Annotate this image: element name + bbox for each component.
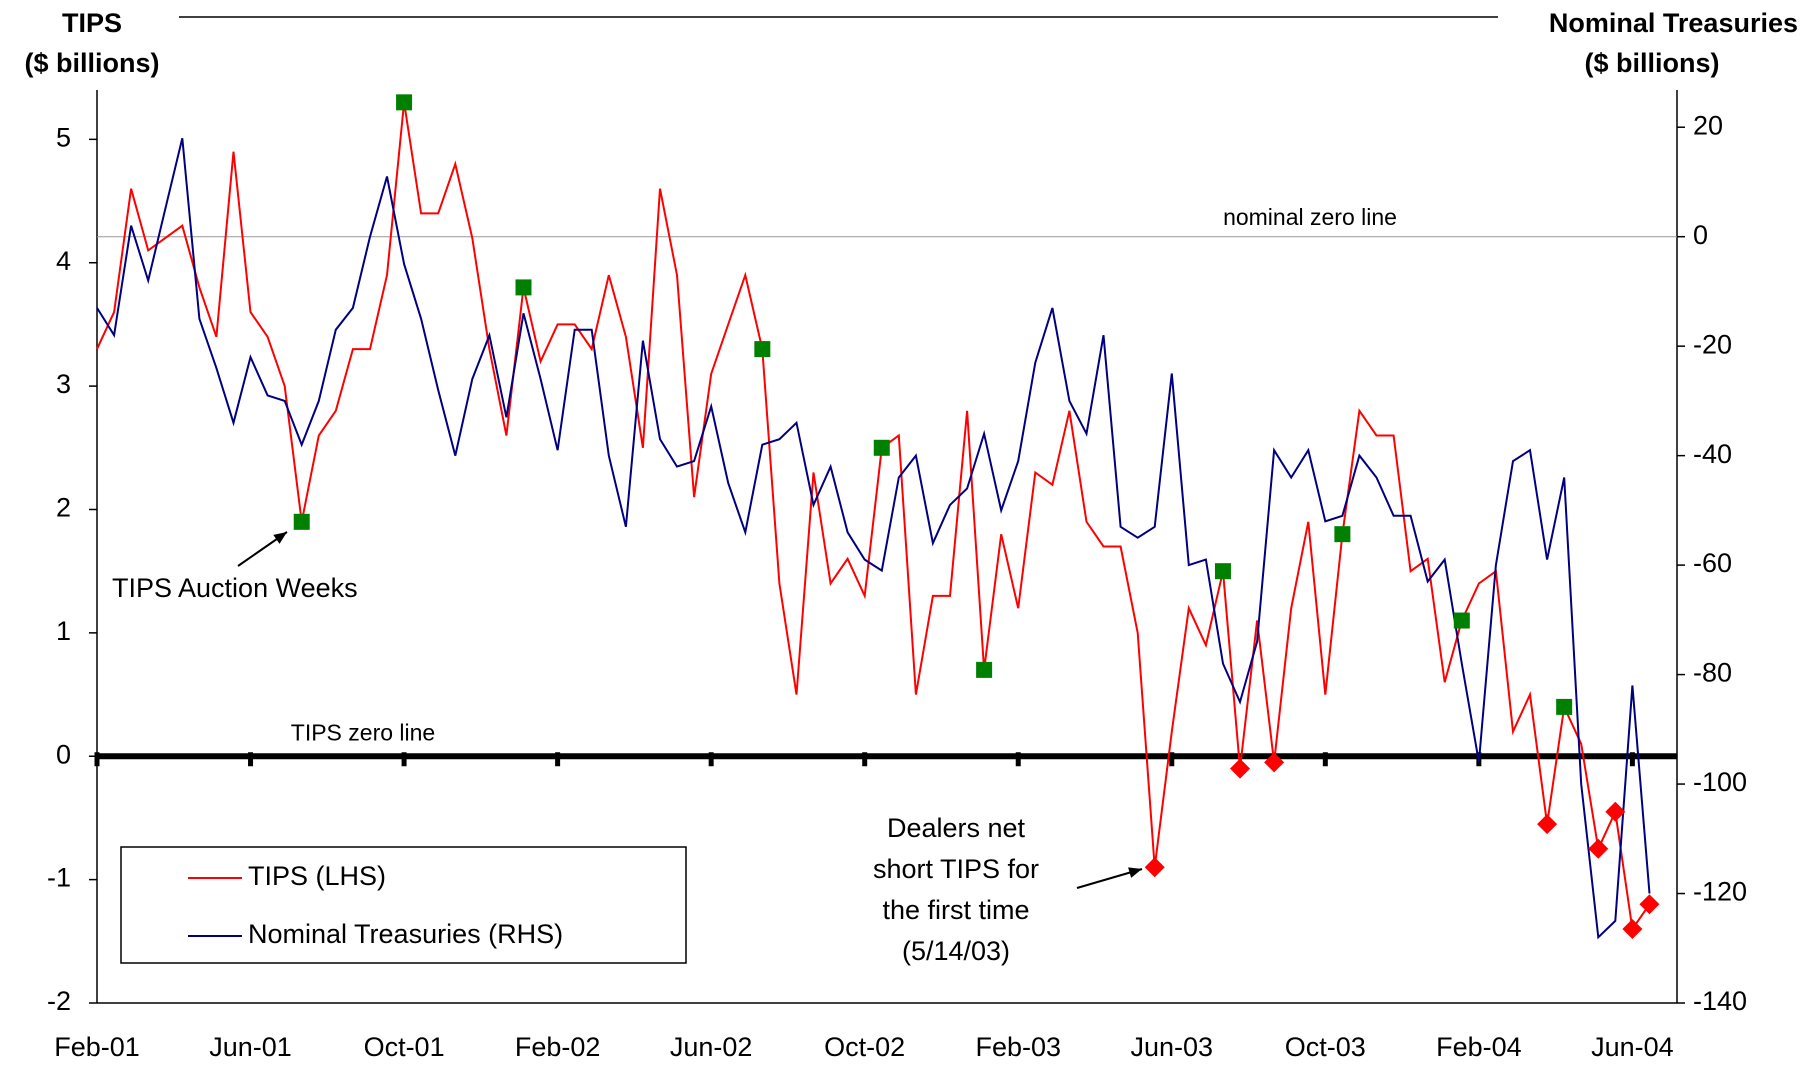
negative-marker xyxy=(1605,801,1626,822)
y2-tick-label: -20 xyxy=(1693,329,1732,359)
negative-marker xyxy=(1622,918,1643,939)
y-tick-label: 3 xyxy=(56,369,71,399)
series-line xyxy=(96,102,1651,932)
y2-tick-label: -120 xyxy=(1693,877,1747,907)
y-tick-label: 0 xyxy=(56,739,71,769)
y2-tick-label: -60 xyxy=(1693,548,1732,578)
auction-marker xyxy=(293,513,310,530)
y2-tick-label: 0 xyxy=(1693,220,1708,250)
legend-box xyxy=(120,846,687,964)
auction-marker xyxy=(515,279,532,296)
negative-marker xyxy=(1144,857,1165,878)
x-tick-label: Feb-01 xyxy=(54,1032,140,1062)
y2-label: Nominal Treasuries xyxy=(1549,8,1798,38)
y-tick-label: -1 xyxy=(47,863,71,893)
x-tick-label: Feb-02 xyxy=(515,1032,601,1062)
auction-marker xyxy=(1334,526,1351,543)
x-tick-label: Feb-03 xyxy=(975,1032,1061,1062)
negative-marker xyxy=(1537,814,1558,835)
x-tick-label: Oct-03 xyxy=(1285,1032,1366,1062)
auction-marker xyxy=(873,439,890,456)
auction-marker xyxy=(396,94,413,111)
x-tick-label: Jun-02 xyxy=(670,1032,753,1062)
x-tick-label: Jun-01 xyxy=(209,1032,292,1062)
negative-marker xyxy=(1230,758,1251,779)
annotation: (5/14/03) xyxy=(902,936,1010,966)
annotation: TIPS zero line xyxy=(291,719,435,745)
arrow-head xyxy=(1128,867,1142,878)
negative-marker xyxy=(1588,838,1609,859)
x-tick-label: Jun-03 xyxy=(1130,1032,1213,1062)
annotation: TIPS Auction Weeks xyxy=(112,573,358,603)
auction-marker xyxy=(976,661,993,678)
arrow-head xyxy=(273,532,287,544)
y-label: TIPS xyxy=(62,8,122,38)
y-tick-label: 1 xyxy=(56,616,71,646)
x-tick-label: Jun-04 xyxy=(1591,1032,1674,1062)
y2-label: ($ billions) xyxy=(1585,48,1720,78)
y2-tick-label: -80 xyxy=(1693,658,1732,688)
annotation: short TIPS for xyxy=(873,854,1039,884)
auction-marker xyxy=(1453,612,1470,629)
x-tick-label: Oct-02 xyxy=(824,1032,905,1062)
x-tick-label: Feb-04 xyxy=(1436,1032,1522,1062)
annotation: Dealers net xyxy=(887,813,1026,843)
annotation: the first time xyxy=(882,895,1029,925)
series-line xyxy=(96,137,1651,940)
legend-label: Nominal Treasuries (RHS) xyxy=(248,919,563,949)
auction-marker xyxy=(1214,563,1231,580)
y2-tick-label: -100 xyxy=(1693,767,1747,797)
y2-tick-label: -40 xyxy=(1693,439,1732,469)
legend-label: TIPS (LHS) xyxy=(248,861,386,891)
y2-tick-label: -140 xyxy=(1693,986,1747,1016)
y-tick-label: 5 xyxy=(56,122,71,152)
y-tick-label: 4 xyxy=(56,246,71,276)
negative-marker xyxy=(1639,894,1660,915)
negative-marker xyxy=(1264,752,1285,773)
annotation: nominal zero line xyxy=(1223,204,1397,230)
x-tick-label: Oct-01 xyxy=(364,1032,445,1062)
auction-marker xyxy=(754,341,771,358)
y-label: ($ billions) xyxy=(25,48,160,78)
y2-tick-label: 20 xyxy=(1693,110,1723,140)
y-tick-label: -2 xyxy=(47,986,71,1016)
auction-marker xyxy=(1556,698,1573,715)
y-tick-label: 2 xyxy=(56,493,71,523)
